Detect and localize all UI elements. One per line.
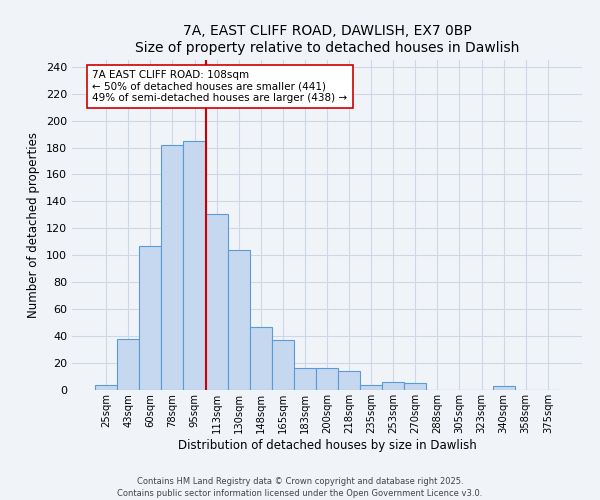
X-axis label: Distribution of detached houses by size in Dawlish: Distribution of detached houses by size … <box>178 438 476 452</box>
Bar <box>161 145 184 390</box>
Bar <box>227 250 250 390</box>
Bar <box>250 326 272 390</box>
Bar <box>139 246 161 390</box>
Bar <box>316 368 338 390</box>
Bar <box>294 368 316 390</box>
Bar <box>493 386 515 390</box>
Bar <box>184 141 206 390</box>
Bar <box>404 384 427 390</box>
Text: 7A EAST CLIFF ROAD: 108sqm
← 50% of detached houses are smaller (441)
49% of sem: 7A EAST CLIFF ROAD: 108sqm ← 50% of deta… <box>92 70 347 103</box>
Bar <box>338 371 360 390</box>
Title: 7A, EAST CLIFF ROAD, DAWLISH, EX7 0BP
Size of property relative to detached hous: 7A, EAST CLIFF ROAD, DAWLISH, EX7 0BP Si… <box>135 24 519 54</box>
Y-axis label: Number of detached properties: Number of detached properties <box>28 132 40 318</box>
Bar <box>117 339 139 390</box>
Bar <box>206 214 227 390</box>
Bar <box>95 384 117 390</box>
Bar <box>360 384 382 390</box>
Text: Contains HM Land Registry data © Crown copyright and database right 2025.
Contai: Contains HM Land Registry data © Crown c… <box>118 476 482 498</box>
Bar <box>382 382 404 390</box>
Bar <box>272 340 294 390</box>
